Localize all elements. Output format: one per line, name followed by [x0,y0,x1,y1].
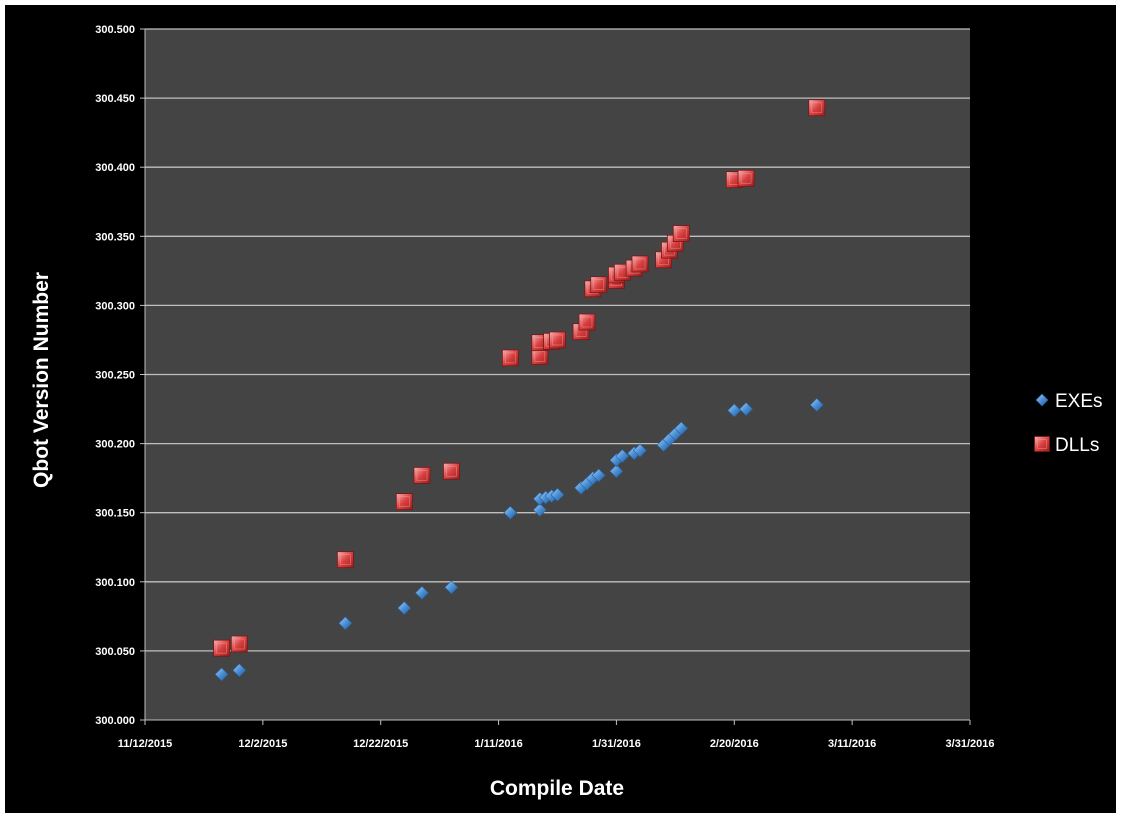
x-axis-title: Compile Date [490,777,624,800]
legend-dll-label: DLLs [1055,435,1099,456]
exe-point [674,421,689,436]
exe-point [727,403,742,418]
y-tick-label: 300.350 [95,231,135,243]
dll-point [672,225,690,242]
y-axis-title: Qbot Version Number [30,272,53,488]
dll-point [531,348,549,365]
scatter-chart: 300.000 300.050 300.100 300.150 300.200 300.2… [30,24,1103,800]
y-tick-label: 300.050 [95,646,135,658]
y-tick-label: 300.150 [95,508,135,520]
x-tick-label: 3/31/2016 [946,738,995,750]
exe-point [615,449,630,463]
dll-point [501,349,519,367]
exe-point [633,443,647,458]
exe-point [591,468,606,483]
dll-point [631,255,649,273]
dll-point [443,462,460,480]
legend: EXEs DLLs [1034,391,1103,456]
y-tick-label: 300.100 [95,577,135,589]
exe-point [809,397,824,412]
dll-point [213,639,231,657]
y-tick-label: 300.450 [95,93,135,105]
dll-point [230,635,248,653]
x-tick-label: 12/2/2015 [238,738,287,750]
dll-point [549,331,566,349]
exe-point [214,667,229,682]
exe-point [415,585,429,600]
exe-point [232,663,247,678]
legend-exe-marker [1035,393,1049,407]
legend-dll-marker [1034,436,1050,452]
y-tick-label: 300.400 [95,162,135,174]
x-tick-label: 12/22/2015 [353,738,408,750]
y-tick-label: 300.300 [95,300,135,312]
exe-point [550,487,565,502]
axes [140,28,971,725]
dll-point [737,169,755,187]
exe-point [444,580,459,595]
exe-point [532,503,547,517]
exe-point [338,616,353,631]
y-tick-label: 300.500 [95,24,135,36]
gridlines [145,28,970,652]
y-tick-label: 300.000 [95,715,135,727]
dll-point [413,466,431,484]
exe-point [739,402,753,416]
x-tick-label: 2/20/2016 [710,738,759,750]
dll-point [336,551,354,569]
x-tick-label: 3/11/2016 [828,738,876,750]
tick-labels: 300.000 300.050 300.100 300.150 300.200 300.2… [95,24,994,750]
chart-frame: 300.000 300.050 300.100 300.150 300.200 300.2… [5,5,1116,813]
exe-point [397,601,412,615]
dll-point [808,99,826,117]
legend-exe-label: EXEs [1055,391,1103,412]
exe-point [609,464,624,479]
exe-point [503,505,518,520]
x-tick-label: 11/12/2015 [118,738,172,750]
dll-point [395,493,413,511]
dll-point [578,313,596,331]
dll-point [590,276,608,294]
data-points [213,99,826,682]
y-tick-label: 300.200 [95,439,135,451]
x-tick-label: 1/11/2016 [474,738,522,750]
y-tick-label: 300.250 [95,370,135,382]
x-tick-label: 1/31/2016 [592,738,641,750]
